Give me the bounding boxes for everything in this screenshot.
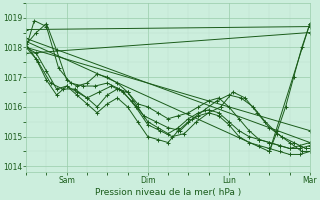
X-axis label: Pression niveau de la mer( hPa ): Pression niveau de la mer( hPa ) (95, 188, 241, 197)
